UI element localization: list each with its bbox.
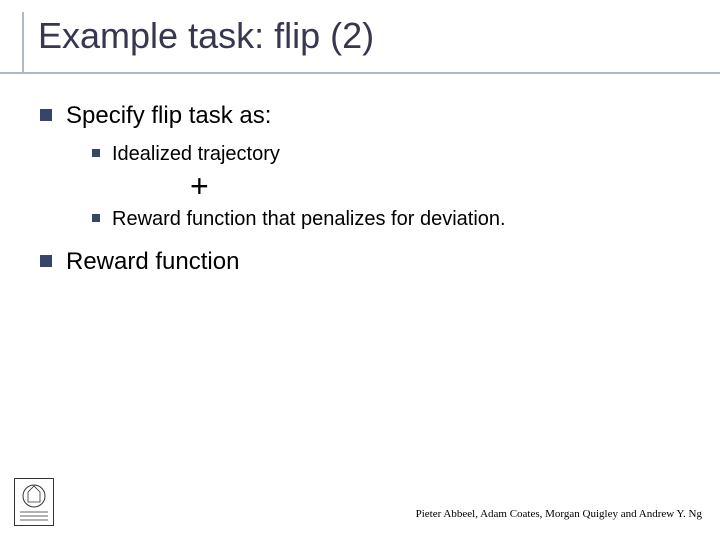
slide-body: Specify flip task as: Idealized trajecto… <box>40 100 680 288</box>
bullet-lvl2: Idealized trajectory <box>92 141 680 167</box>
title-rule-vertical <box>22 12 24 72</box>
bullet-text: Specify flip task as: <box>66 100 271 131</box>
plus-symbol: + <box>190 169 680 204</box>
spacer <box>40 236 680 246</box>
bullet-text: Idealized trajectory <box>112 141 280 167</box>
square-bullet-icon <box>92 149 100 157</box>
slide: Example task: flip (2) Specify flip task… <box>0 0 720 540</box>
bullet-lvl2: Reward function that penalizes for devia… <box>92 206 680 232</box>
bullet-text: Reward function that penalizes for devia… <box>112 206 506 232</box>
bullet-text: Reward function <box>66 246 239 277</box>
bullet-lvl1: Reward function <box>40 246 680 277</box>
title-rule-horizontal <box>0 72 720 74</box>
institution-seal-icon <box>14 478 54 526</box>
slide-title: Example task: flip (2) <box>38 15 374 57</box>
square-bullet-icon <box>40 255 52 267</box>
square-bullet-icon <box>40 109 52 121</box>
bullet-lvl1: Specify flip task as: <box>40 100 680 131</box>
footer-authors: Pieter Abbeel, Adam Coates, Morgan Quigl… <box>416 508 702 520</box>
square-bullet-icon <box>92 214 100 222</box>
